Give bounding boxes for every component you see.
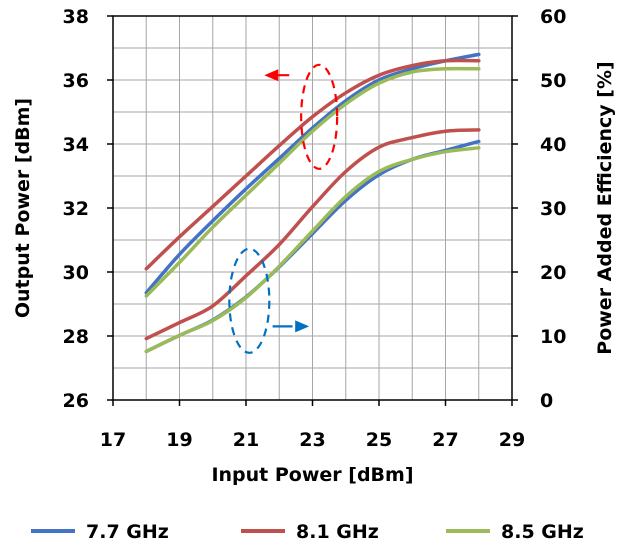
left-axis-title: Output Power [dBm] bbox=[12, 98, 34, 318]
series-lines bbox=[144, 52, 481, 354]
y2-tick-label: 60 bbox=[540, 6, 566, 28]
series-line-pout-8-5-ghz bbox=[144, 66, 481, 298]
y2-tick-label: 50 bbox=[540, 70, 566, 92]
legend-label: 7.7 GHz bbox=[86, 521, 169, 543]
y-tick-label: 32 bbox=[63, 198, 89, 220]
x-tick-label: 21 bbox=[233, 429, 259, 451]
series-line-pae-8-1-ghz bbox=[144, 128, 481, 341]
right-axis: 0 10 20 30 40 50 60 bbox=[512, 6, 566, 412]
x-tick-label: 19 bbox=[166, 429, 192, 451]
y-tick-label: 30 bbox=[63, 262, 89, 284]
pout-marker-ellipse bbox=[300, 63, 339, 170]
x-tick-label: 23 bbox=[299, 429, 325, 451]
x-tick-label: 17 bbox=[100, 429, 126, 451]
series-line-pout-8-1-ghz bbox=[144, 58, 481, 271]
x-axis-title: Input Power [dBm] bbox=[211, 464, 413, 486]
y2-tick-label: 40 bbox=[540, 134, 566, 156]
y-tick-label: 36 bbox=[63, 70, 89, 92]
legend: 7.7 GHz 8.1 GHz 8.5 GHz bbox=[31, 521, 584, 543]
x-axis: 17 19 21 23 25 27 29 bbox=[100, 400, 525, 451]
series-line-pout-7-7-ghz bbox=[144, 52, 481, 295]
pae-arrow-icon bbox=[295, 320, 310, 333]
y-tick-label: 28 bbox=[63, 326, 89, 348]
y-tick-label: 34 bbox=[63, 134, 89, 156]
x-tick-label: 27 bbox=[432, 429, 458, 451]
legend-label: 8.5 GHz bbox=[501, 521, 584, 543]
series-line-pae-8-5-ghz bbox=[144, 146, 481, 354]
y-tick-label: 38 bbox=[63, 6, 89, 28]
y2-tick-label: 20 bbox=[540, 262, 566, 284]
y-tick-label: 26 bbox=[63, 390, 89, 412]
x-tick-label: 25 bbox=[366, 429, 392, 451]
left-axis: 26 28 30 32 34 36 38 bbox=[63, 6, 113, 412]
y2-tick-label: 0 bbox=[540, 390, 553, 412]
right-axis-title: Power Added Efficiency [%] bbox=[594, 61, 616, 354]
y2-tick-label: 30 bbox=[540, 198, 566, 220]
pae-marker-ellipse bbox=[228, 247, 271, 354]
legend-label: 8.1 GHz bbox=[296, 521, 379, 543]
y2-tick-label: 10 bbox=[540, 326, 566, 348]
x-tick-label: 29 bbox=[499, 429, 525, 451]
annotations bbox=[228, 63, 339, 354]
pout-arrow-icon bbox=[264, 69, 279, 82]
